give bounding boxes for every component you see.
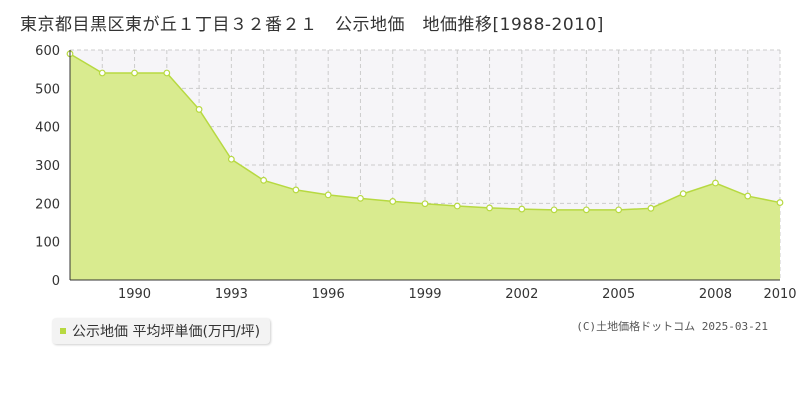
data-point xyxy=(453,202,461,210)
data-point xyxy=(389,198,397,205)
data-point xyxy=(260,176,268,184)
data-point xyxy=(98,69,106,77)
y-tick-label: 0 xyxy=(52,274,60,289)
data-point xyxy=(292,186,300,194)
data-point xyxy=(582,206,590,214)
y-tick-label: 400 xyxy=(35,121,60,136)
y-tick-label: 500 xyxy=(35,82,60,97)
legend-swatch xyxy=(60,328,66,334)
data-point xyxy=(647,204,655,212)
data-point xyxy=(744,192,752,200)
copyright-text: (C)土地価格ドットコム 2025-03-21 xyxy=(576,320,768,333)
series-area xyxy=(70,53,780,281)
data-point xyxy=(163,69,171,77)
data-point xyxy=(486,204,493,212)
x-tick-label: 1996 xyxy=(312,287,345,302)
data-point xyxy=(421,200,429,208)
x-tick-label: 1999 xyxy=(408,287,441,302)
data-point xyxy=(518,205,526,213)
x-tick-label: 2008 xyxy=(699,287,732,302)
x-tick-label: 2002 xyxy=(505,287,538,302)
y-tick-label: 100 xyxy=(35,236,60,251)
y-tick-label: 300 xyxy=(35,159,60,174)
data-point xyxy=(227,155,235,163)
data-point xyxy=(131,69,138,77)
chart-title: 東京都目黒区東が丘１丁目３２番２１ 公示地価 地価推移[1988-2010] xyxy=(20,15,604,35)
data-point xyxy=(615,206,623,214)
x-tick-label: 1993 xyxy=(215,287,248,302)
data-point xyxy=(776,199,784,206)
area-chart: 0 100 200 300 400 500 600 1990 1993 1996 1999 2002 2… xyxy=(35,44,796,302)
x-tick-label: 1990 xyxy=(118,287,151,302)
data-point xyxy=(679,190,687,198)
legend: 公示地価 平均坪単価(万円/坪) xyxy=(52,318,271,344)
data-point xyxy=(357,194,364,202)
data-point xyxy=(712,179,719,187)
y-tick-label: 600 xyxy=(35,44,60,59)
x-tick-label: 2010 xyxy=(763,287,796,302)
data-point xyxy=(550,206,558,214)
data-point xyxy=(195,106,203,113)
legend-label: 公示地価 平均坪単価(万円/坪) xyxy=(72,324,261,340)
y-tick-label: 200 xyxy=(35,197,60,212)
data-point xyxy=(324,191,332,199)
x-tick-label: 2005 xyxy=(602,287,635,302)
